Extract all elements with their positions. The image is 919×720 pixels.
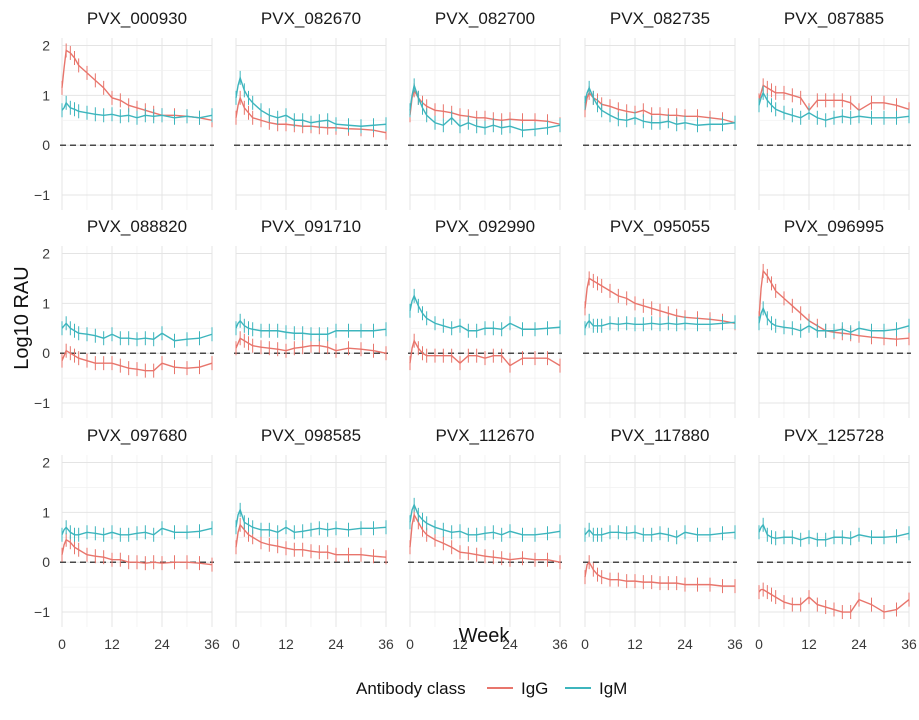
series-line-igg [758,269,910,340]
series-line-igg [61,49,213,121]
series-line-igg [758,84,910,112]
series-line-igm [61,322,213,342]
x-tick-label: 0 [406,636,414,652]
series-line-igg [235,95,387,134]
panel-title: PVX_000930 [87,9,187,28]
panel: PVX_082700 [408,9,562,210]
panel: PVX_096995 [757,217,911,418]
x-tick-label: 0 [755,636,763,652]
series-line-igg [61,349,213,372]
series-line-igm [61,526,213,536]
x-tick-label: 12 [452,636,468,652]
y-tick-label: 2 [42,454,50,470]
x-tick-label: 0 [581,636,589,652]
panel: PVX_092990 [408,217,562,418]
panel: PVX_082670 [234,9,388,210]
series-line-igg [409,338,561,367]
x-tick-label: 36 [378,636,394,652]
x-tick-label: 0 [58,636,66,652]
series-line-igm [584,528,736,539]
panel-title: PVX_098585 [261,426,361,445]
x-tick-label: 12 [104,636,120,652]
series-line-igg [584,560,735,587]
y-tick-label: 0 [42,554,50,570]
y-tick-label: 0 [42,345,50,361]
series-line-igg [235,337,387,354]
panel: PVX_087885 [757,9,911,210]
panel: PVX_000930 −1 0 1 2 [34,9,214,210]
x-tick-label: 36 [552,636,568,652]
panel: PVX_125728 0 12 24 36 [755,426,917,652]
legend-label-igg: IgG [521,679,548,698]
panel-title: PVX_112670 [436,426,535,445]
y-tick-label: −1 [34,604,50,620]
panel-title: PVX_082670 [261,9,361,28]
x-axis-label: Week [459,625,511,647]
x-tick-label: 36 [901,636,917,652]
series-line-igm [409,503,561,536]
series-line-igg [61,538,213,566]
panel: PVX_112670 0 12 24 36 [406,426,568,652]
panel: PVX_098585 0 12 24 36 [232,426,394,652]
x-tick-label: 24 [677,636,693,652]
x-tick-label: 12 [278,636,294,652]
series-line-igg [409,512,561,563]
y-tick-label: 1 [42,504,50,520]
panel-title: PVX_082700 [435,9,535,28]
y-tick-label: 2 [42,245,50,261]
y-tick-label: −1 [34,187,50,203]
x-tick-label: 24 [154,636,170,652]
panel-title: PVX_091710 [261,217,361,236]
series-line-igm [235,507,387,534]
series-line-igg [235,523,387,558]
panel: PVX_088820 −1 0 1 2 [34,217,214,418]
legend: Antibody class IgG IgM [356,679,627,698]
panel-title: PVX_097680 [87,426,187,445]
series-line-igm [235,319,387,335]
x-tick-label: 12 [627,636,643,652]
series-line-igg [584,277,736,324]
x-tick-label: 0 [232,636,240,652]
panel-title: PVX_095055 [610,217,710,236]
series-line-igm [758,91,910,121]
series-line-igm [758,306,910,334]
legend-title: Antibody class [356,679,466,698]
panel-title: PVX_088820 [87,217,187,236]
y-axis-label: Log10 RAU [11,266,33,369]
legend-label-igm: IgM [599,679,627,698]
x-tick-label: 24 [502,636,518,652]
panel-title: PVX_092990 [435,217,535,236]
x-tick-label: 36 [204,636,220,652]
x-tick-label: 36 [727,636,743,652]
x-tick-label: 24 [851,636,867,652]
y-tick-label: −1 [34,395,50,411]
panel-title: PVX_096995 [784,217,884,236]
series-line-igm [409,82,561,131]
y-tick-label: 1 [42,295,50,311]
series-line-igm [61,101,213,119]
panel: PVX_095055 [583,217,737,418]
x-tick-label: 24 [328,636,344,652]
panel-title: PVX_125728 [784,426,884,445]
panel: PVX_117880 0 12 24 36 [581,426,743,652]
series-line-igm [584,319,736,329]
panel: PVX_082735 [583,9,737,210]
panel: PVX_091710 [234,217,388,418]
series-line-igm [235,75,387,127]
series-line-igm [584,86,736,126]
panel-title: PVX_117880 [611,426,710,445]
panel-title: PVX_087885 [784,9,884,28]
y-tick-label: 0 [42,137,50,153]
panel-title: PVX_082735 [610,9,710,28]
x-tick-label: 12 [801,636,817,652]
y-tick-label: 1 [42,87,50,103]
series-line-igm [758,523,910,541]
y-tick-label: 2 [42,37,50,53]
series-line-igm [409,294,561,332]
series-line-igg [758,588,910,613]
